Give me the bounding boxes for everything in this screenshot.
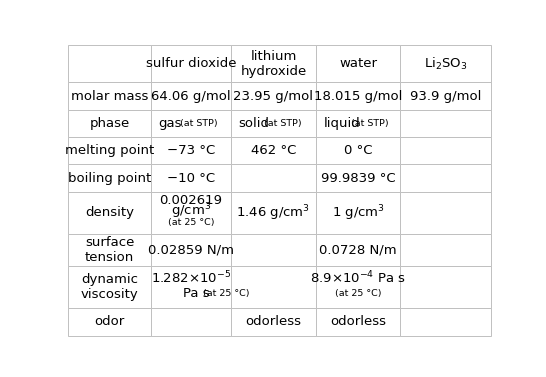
Bar: [316, 234, 400, 266]
Text: 0.02859 N/m: 0.02859 N/m: [148, 244, 234, 256]
Bar: [68, 192, 151, 234]
Bar: [400, 45, 491, 83]
Bar: [68, 234, 151, 266]
Text: (at 25 °C): (at 25 °C): [168, 218, 214, 227]
Text: odorless: odorless: [246, 316, 301, 328]
Text: (at STP): (at STP): [348, 119, 389, 128]
Bar: [231, 234, 316, 266]
Text: (at 25 °C): (at 25 °C): [200, 289, 250, 298]
Text: boiling point: boiling point: [68, 172, 151, 185]
Bar: [68, 45, 151, 83]
Bar: [151, 266, 231, 308]
Text: dynamic
viscosity: dynamic viscosity: [81, 273, 138, 301]
Text: odor: odor: [94, 316, 124, 328]
Text: 18.015 g/mol: 18.015 g/mol: [314, 90, 402, 103]
Text: 0.0728 N/m: 0.0728 N/m: [319, 244, 397, 256]
Bar: [231, 192, 316, 234]
Bar: [400, 308, 491, 336]
Text: 0 °C: 0 °C: [344, 144, 372, 157]
Bar: [316, 308, 400, 336]
Bar: [316, 45, 400, 83]
Bar: [151, 137, 231, 164]
Bar: [151, 45, 231, 83]
Bar: [400, 137, 491, 164]
Bar: [151, 83, 231, 110]
Bar: [316, 192, 400, 234]
Text: 93.9 g/mol: 93.9 g/mol: [410, 90, 482, 103]
Text: density: density: [85, 206, 134, 219]
Bar: [231, 110, 316, 137]
Bar: [151, 308, 231, 336]
Bar: [400, 192, 491, 234]
Text: −10 °C: −10 °C: [167, 172, 215, 185]
Bar: [68, 308, 151, 336]
Bar: [231, 308, 316, 336]
Text: −73 °C: −73 °C: [167, 144, 215, 157]
Text: melting point: melting point: [65, 144, 154, 157]
Text: 23.95 g/mol: 23.95 g/mol: [234, 90, 313, 103]
Bar: [400, 110, 491, 137]
Bar: [231, 137, 316, 164]
Bar: [68, 110, 151, 137]
Text: (at 25 °C): (at 25 °C): [335, 289, 381, 298]
Text: solid: solid: [239, 117, 270, 130]
Text: g/cm$^3$: g/cm$^3$: [171, 202, 211, 221]
Bar: [400, 234, 491, 266]
Bar: [151, 110, 231, 137]
Text: 0.002619: 0.002619: [159, 194, 222, 207]
Bar: [231, 45, 316, 83]
Bar: [231, 266, 316, 308]
Bar: [68, 137, 151, 164]
Text: liquid: liquid: [323, 117, 360, 130]
Text: surface
tension: surface tension: [85, 236, 134, 264]
Bar: [231, 164, 316, 192]
Bar: [316, 110, 400, 137]
Bar: [400, 83, 491, 110]
Text: sulfur dioxide: sulfur dioxide: [146, 57, 236, 70]
Text: Pa s: Pa s: [182, 287, 209, 300]
Bar: [400, 164, 491, 192]
Bar: [151, 234, 231, 266]
Bar: [68, 164, 151, 192]
Bar: [68, 266, 151, 308]
Bar: [151, 164, 231, 192]
Text: 1 g/cm$^3$: 1 g/cm$^3$: [331, 203, 384, 222]
Text: odorless: odorless: [330, 316, 386, 328]
Text: (at STP): (at STP): [177, 119, 218, 128]
Text: phase: phase: [90, 117, 129, 130]
Text: (at STP): (at STP): [261, 119, 301, 128]
Bar: [316, 137, 400, 164]
Bar: [316, 83, 400, 110]
Bar: [231, 83, 316, 110]
Bar: [151, 192, 231, 234]
Text: 1.282$\times$10$^{-5}$: 1.282$\times$10$^{-5}$: [151, 270, 231, 286]
Text: 99.9839 °C: 99.9839 °C: [321, 172, 395, 185]
Bar: [68, 83, 151, 110]
Bar: [316, 164, 400, 192]
Text: 1.46 g/cm$^3$: 1.46 g/cm$^3$: [236, 203, 311, 222]
Text: 462 °C: 462 °C: [251, 144, 296, 157]
Text: water: water: [339, 57, 377, 70]
Text: molar mass: molar mass: [71, 90, 148, 103]
Text: 8.9$\times$10$^{-4}$ Pa s: 8.9$\times$10$^{-4}$ Pa s: [310, 270, 406, 286]
Text: 64.06 g/mol: 64.06 g/mol: [151, 90, 231, 103]
Bar: [400, 266, 491, 308]
Text: Li$_2$SO$_3$: Li$_2$SO$_3$: [424, 56, 468, 72]
Bar: [316, 266, 400, 308]
Text: lithium
hydroxide: lithium hydroxide: [240, 50, 307, 78]
Text: gas: gas: [158, 117, 182, 130]
